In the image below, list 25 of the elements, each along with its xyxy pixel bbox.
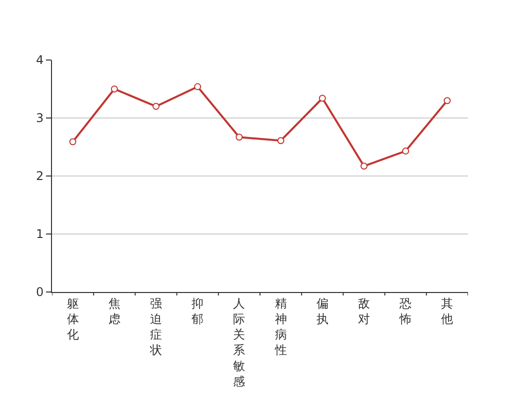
point: [402, 148, 410, 155]
y-tick-label: 1: [36, 227, 44, 242]
x-tick-label: 精神病性: [274, 296, 287, 358]
x-tick-label: 敌对: [358, 296, 370, 326]
x-tick-label: 其他: [441, 296, 454, 326]
x-tick-label: 恐怖: [398, 296, 412, 326]
point: [277, 137, 284, 144]
point: [444, 97, 451, 104]
x-tick-label: 躯体化: [66, 296, 79, 342]
x-tick-label: 焦虑: [108, 296, 120, 326]
point: [110, 86, 118, 92]
x-tick-label: 抑郁: [192, 296, 204, 326]
point: [318, 94, 326, 102]
y-tick-label: 0: [36, 285, 44, 300]
y-tick-label: 2: [36, 169, 44, 184]
point: [69, 138, 76, 146]
y-tick-label: 3: [36, 111, 44, 126]
x-tick-label: 强迫症状: [149, 296, 162, 358]
y-tick-label: 4: [36, 53, 44, 68]
point: [194, 83, 202, 90]
point: [360, 162, 368, 170]
x-tick-label: 人际关系敏感: [233, 296, 246, 388]
point: [236, 134, 243, 141]
x-tick-label: 偏执: [316, 296, 328, 326]
point: [152, 102, 160, 110]
